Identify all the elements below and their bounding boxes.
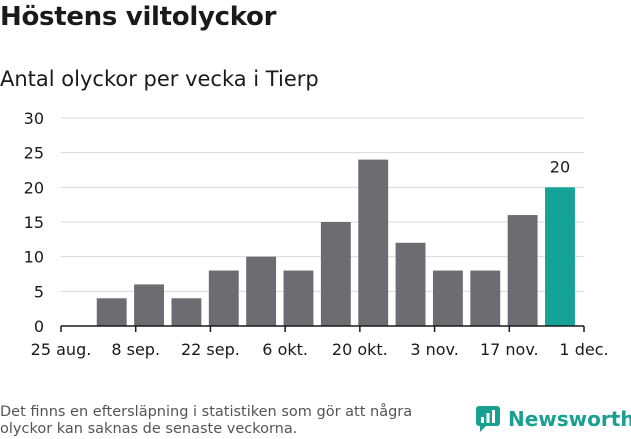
x-tick-label: 1 dec.: [559, 340, 608, 359]
x-tick-label: 3 nov.: [410, 340, 459, 359]
bar: [283, 270, 314, 326]
bar: [432, 270, 463, 326]
y-tick-label: 30: [24, 109, 44, 128]
bar-highlight: [545, 187, 575, 326]
brand-name: Newsworthy: [508, 407, 631, 431]
bar: [134, 284, 164, 326]
x-tick-label: 25 aug.: [31, 340, 92, 359]
bar: [96, 298, 127, 326]
x-tick-label: 8 sep.: [111, 340, 160, 359]
bar-chart-logo-icon: [476, 406, 500, 432]
bar: [246, 256, 277, 326]
data-label: 20: [550, 157, 570, 176]
x-tick-label: 22 sep.: [181, 340, 240, 359]
bar: [470, 270, 501, 326]
y-tick-label: 25: [24, 144, 44, 163]
bar: [320, 222, 351, 326]
bar: [171, 298, 202, 326]
chart-subtitle: Antal olyckor per vecka i Tierp: [0, 67, 319, 91]
footnote: Det finns en eftersläpning i statistiken…: [0, 404, 413, 437]
newsworthy-logo: Newsworthy: [476, 406, 631, 432]
y-tick-label: 0: [34, 317, 44, 336]
y-tick-label: 20: [24, 178, 44, 197]
x-tick-label: 20 okt.: [332, 340, 388, 359]
y-tick-label: 15: [24, 213, 44, 232]
bar: [358, 159, 389, 326]
y-tick-label: 5: [34, 282, 44, 301]
chart-title: Höstens viltolyckor: [0, 2, 277, 32]
bar: [395, 242, 426, 326]
bar-chart: 0 5 10 15 20 25 30 20 25 aug. 8 sep. 22 sep. 6 okt.…: [24, 109, 609, 359]
x-tick-label: 17 nov.: [480, 340, 539, 359]
bar: [507, 215, 538, 326]
x-tick-label: 6 okt.: [262, 340, 308, 359]
y-tick-label: 10: [24, 248, 44, 267]
bar: [208, 270, 239, 326]
